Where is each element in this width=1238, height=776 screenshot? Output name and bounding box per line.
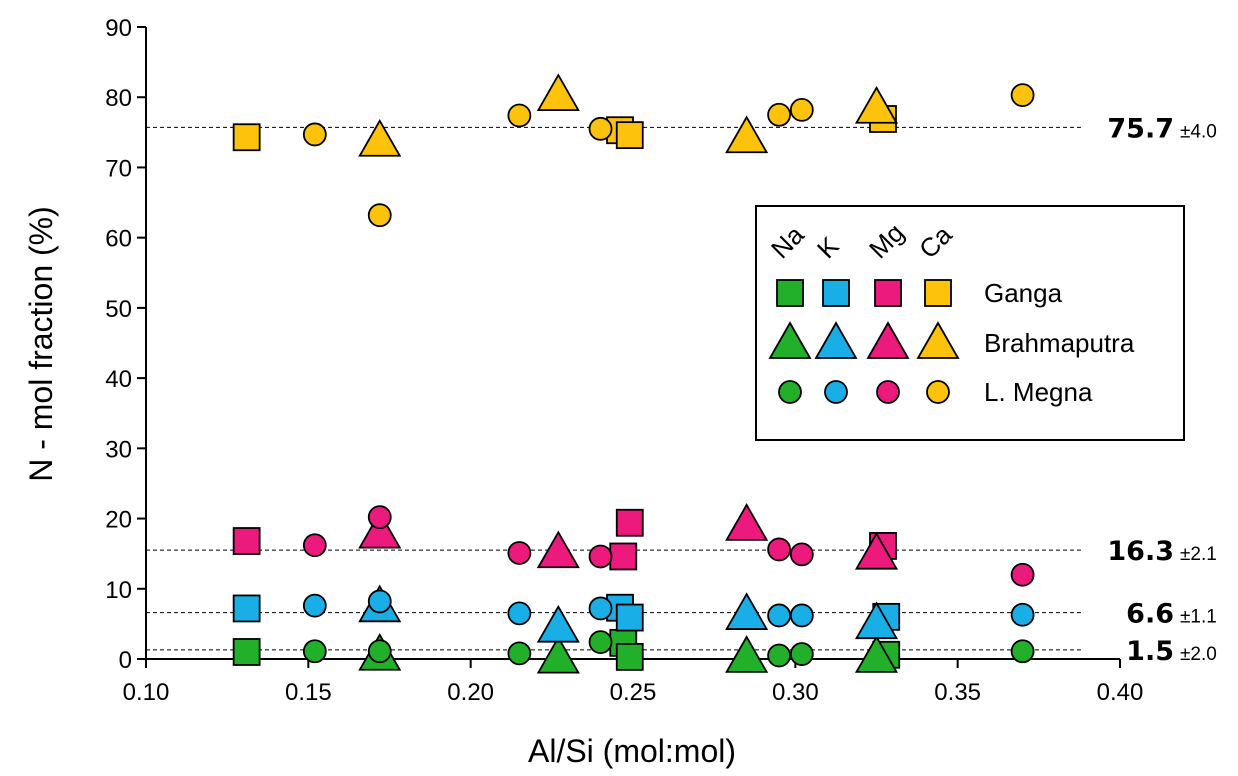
- point-l-megna-k: [789, 603, 814, 628]
- point-brahmaputra-mg: [854, 531, 899, 570]
- x-tick-label: 0.30: [772, 679, 819, 706]
- point-l-megna-na: [789, 642, 814, 666]
- point-l-megna-k: [588, 596, 613, 621]
- point-l-megna-na: [588, 630, 613, 655]
- point-ganga-mg: [609, 542, 638, 571]
- legend-label-brahmaputra: Brahmaputra: [984, 328, 1135, 358]
- reference-uncertainty-ca: ±4.0: [1180, 121, 1217, 142]
- point-ganga-ca: [232, 123, 261, 152]
- point-brahmaputra-na: [725, 635, 769, 673]
- point-l-megna-k: [767, 603, 791, 628]
- point-ganga-mg: [232, 527, 261, 555]
- point-l-megna-k: [367, 589, 392, 614]
- point-l-megna-k: [302, 593, 327, 618]
- point-brahmaputra-mg: [725, 503, 769, 541]
- point-ganga-na: [232, 638, 261, 666]
- legend-marker-square-mg: [874, 279, 902, 307]
- point-brahmaputra-mg: [536, 530, 580, 569]
- y-tick-label: 0: [119, 647, 132, 674]
- legend-label-l-megna: L. Megna: [984, 377, 1093, 407]
- y-tick-label: 30: [105, 436, 132, 463]
- legend-marker-triangle-ca: [916, 321, 960, 359]
- point-l-megna-mg: [367, 505, 392, 530]
- point-ganga-ca: [615, 121, 644, 150]
- point-brahmaputra-ca: [358, 118, 402, 157]
- y-tick-label: 40: [105, 366, 132, 393]
- legend-marker-circle-k: [824, 380, 848, 404]
- point-l-megna-na: [767, 643, 791, 668]
- point-l-megna-ca: [507, 103, 532, 128]
- point-brahmaputra-mg: [358, 510, 402, 549]
- legend-label-ganga: Ganga: [984, 278, 1063, 308]
- point-l-megna-na: [302, 639, 327, 664]
- point-l-megna-ca: [588, 116, 613, 141]
- point-ganga-na: [615, 642, 644, 671]
- point-brahmaputra-na: [854, 635, 899, 673]
- point-l-megna-mg: [588, 544, 613, 569]
- reference-value-mg: 16.3: [1107, 536, 1174, 567]
- point-l-megna-k: [507, 601, 532, 626]
- x-tick-label: 0.35: [934, 679, 981, 706]
- point-brahmaputra-k: [725, 592, 769, 630]
- reference-uncertainty-na: ±2.0: [1180, 644, 1217, 665]
- point-l-megna-na: [507, 641, 532, 666]
- y-tick-label: 20: [105, 507, 132, 534]
- point-l-megna-ca: [367, 203, 392, 228]
- legend-marker-triangle-mg: [866, 321, 910, 359]
- x-tick-label: 0.20: [447, 679, 494, 706]
- x-tick-label: 0.25: [610, 679, 657, 706]
- point-l-megna-mg: [767, 537, 791, 562]
- legend-marker-circle-ca: [926, 380, 950, 404]
- reference-value-k: 6.6: [1126, 599, 1174, 630]
- point-l-megna-na: [367, 639, 392, 664]
- point-brahmaputra-ca: [854, 85, 899, 124]
- x-tick-label: 0.15: [285, 679, 332, 706]
- y-tick-label: 80: [105, 85, 132, 112]
- point-l-megna-ca: [789, 97, 814, 122]
- x-axis-title: Al/Si (mol:mol): [528, 733, 736, 769]
- point-ganga-k: [615, 603, 644, 632]
- y-tick-label: 90: [105, 15, 132, 42]
- legend-marker-square-na: [776, 279, 804, 307]
- point-l-megna-na: [1010, 639, 1035, 664]
- point-brahmaputra-k: [536, 604, 580, 643]
- data-points: [232, 73, 1035, 674]
- point-l-megna-k: [1010, 602, 1035, 627]
- point-l-megna-mg: [1010, 562, 1035, 587]
- legend-marker-circle-na: [778, 380, 802, 404]
- reference-uncertainty-mg: ±2.1: [1180, 544, 1217, 565]
- point-l-megna-ca: [1010, 83, 1035, 108]
- reference-value-na: 1.5: [1126, 636, 1174, 667]
- reference-uncertainty-k: ±1.1: [1180, 607, 1217, 628]
- y-tick-label: 60: [105, 226, 132, 253]
- point-l-megna-ca: [302, 122, 327, 147]
- legend-box: [755, 205, 1185, 441]
- point-brahmaputra-ca: [725, 115, 769, 154]
- point-l-megna-mg: [507, 541, 532, 565]
- legend-marker-triangle-na: [768, 321, 812, 359]
- reference-value-ca: 75.7: [1107, 113, 1174, 144]
- y-axis-title: N - mol fraction (%): [23, 206, 59, 482]
- legend-marker-square-k: [822, 279, 850, 307]
- point-l-megna-mg: [302, 533, 327, 558]
- reference-lines: 75.7 ±4.0 16.3 ±2.1 6.6 ±1.1 1.5 ±2.0: [146, 113, 1217, 667]
- point-brahmaputra-na: [536, 635, 580, 674]
- x-tick-label: 0.40: [1097, 679, 1144, 706]
- legend-marker-triangle-k: [814, 321, 858, 359]
- legend-marker-square-ca: [924, 279, 952, 307]
- point-brahmaputra-k: [854, 601, 899, 640]
- y-tick-label: 10: [105, 577, 132, 604]
- point-l-megna-ca: [767, 102, 791, 127]
- point-ganga-k: [232, 594, 261, 623]
- x-tick-label: 0.10: [123, 679, 170, 706]
- legend-marker-circle-mg: [876, 380, 900, 404]
- point-brahmaputra-ca: [536, 73, 580, 112]
- y-tick-label: 70: [105, 155, 132, 182]
- y-tick-label: 50: [105, 296, 132, 323]
- point-ganga-mg: [615, 508, 644, 537]
- point-l-megna-mg: [789, 542, 814, 567]
